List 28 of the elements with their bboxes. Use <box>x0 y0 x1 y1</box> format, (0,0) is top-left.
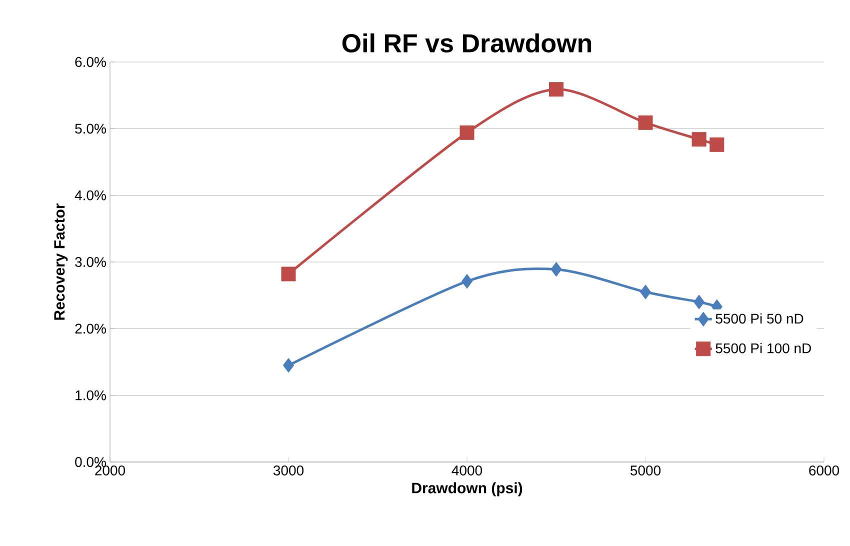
x-tick-label: 5000 <box>630 466 661 476</box>
y-axis-title: Recovery Factor <box>54 203 68 320</box>
point <box>462 274 473 289</box>
legend-label: 5500 Pi 50 nD <box>716 313 804 324</box>
y-tick-label: 0.0% <box>75 457 106 467</box>
chart-title: Oil RF vs Drawdown <box>342 33 592 52</box>
x-tick-label: 4000 <box>452 466 482 476</box>
y-tick-label: 1.0% <box>76 390 106 400</box>
point <box>694 294 705 310</box>
point <box>460 125 474 140</box>
point <box>692 132 706 147</box>
y-tick-label: 4.0% <box>74 190 106 200</box>
point <box>549 82 564 97</box>
y-tick-label: 5.0% <box>75 124 106 134</box>
point <box>550 262 562 277</box>
x-tick-label: 3000 <box>273 466 304 476</box>
point <box>638 115 653 130</box>
y-tick-label: 2.0% <box>75 324 106 334</box>
point <box>710 137 724 152</box>
x-tick-label: 2000 <box>95 466 126 476</box>
legend-label: 5500 Pi 100 nD <box>716 342 811 354</box>
point <box>281 266 296 282</box>
y-tick-label: 6.0% <box>75 57 106 67</box>
y-tick-label: 3.0% <box>75 257 106 267</box>
x-axis-title: Drawdown (psi) <box>412 482 522 496</box>
x-tick-label: 6000 <box>809 466 840 476</box>
point <box>640 284 652 300</box>
point <box>283 358 294 373</box>
